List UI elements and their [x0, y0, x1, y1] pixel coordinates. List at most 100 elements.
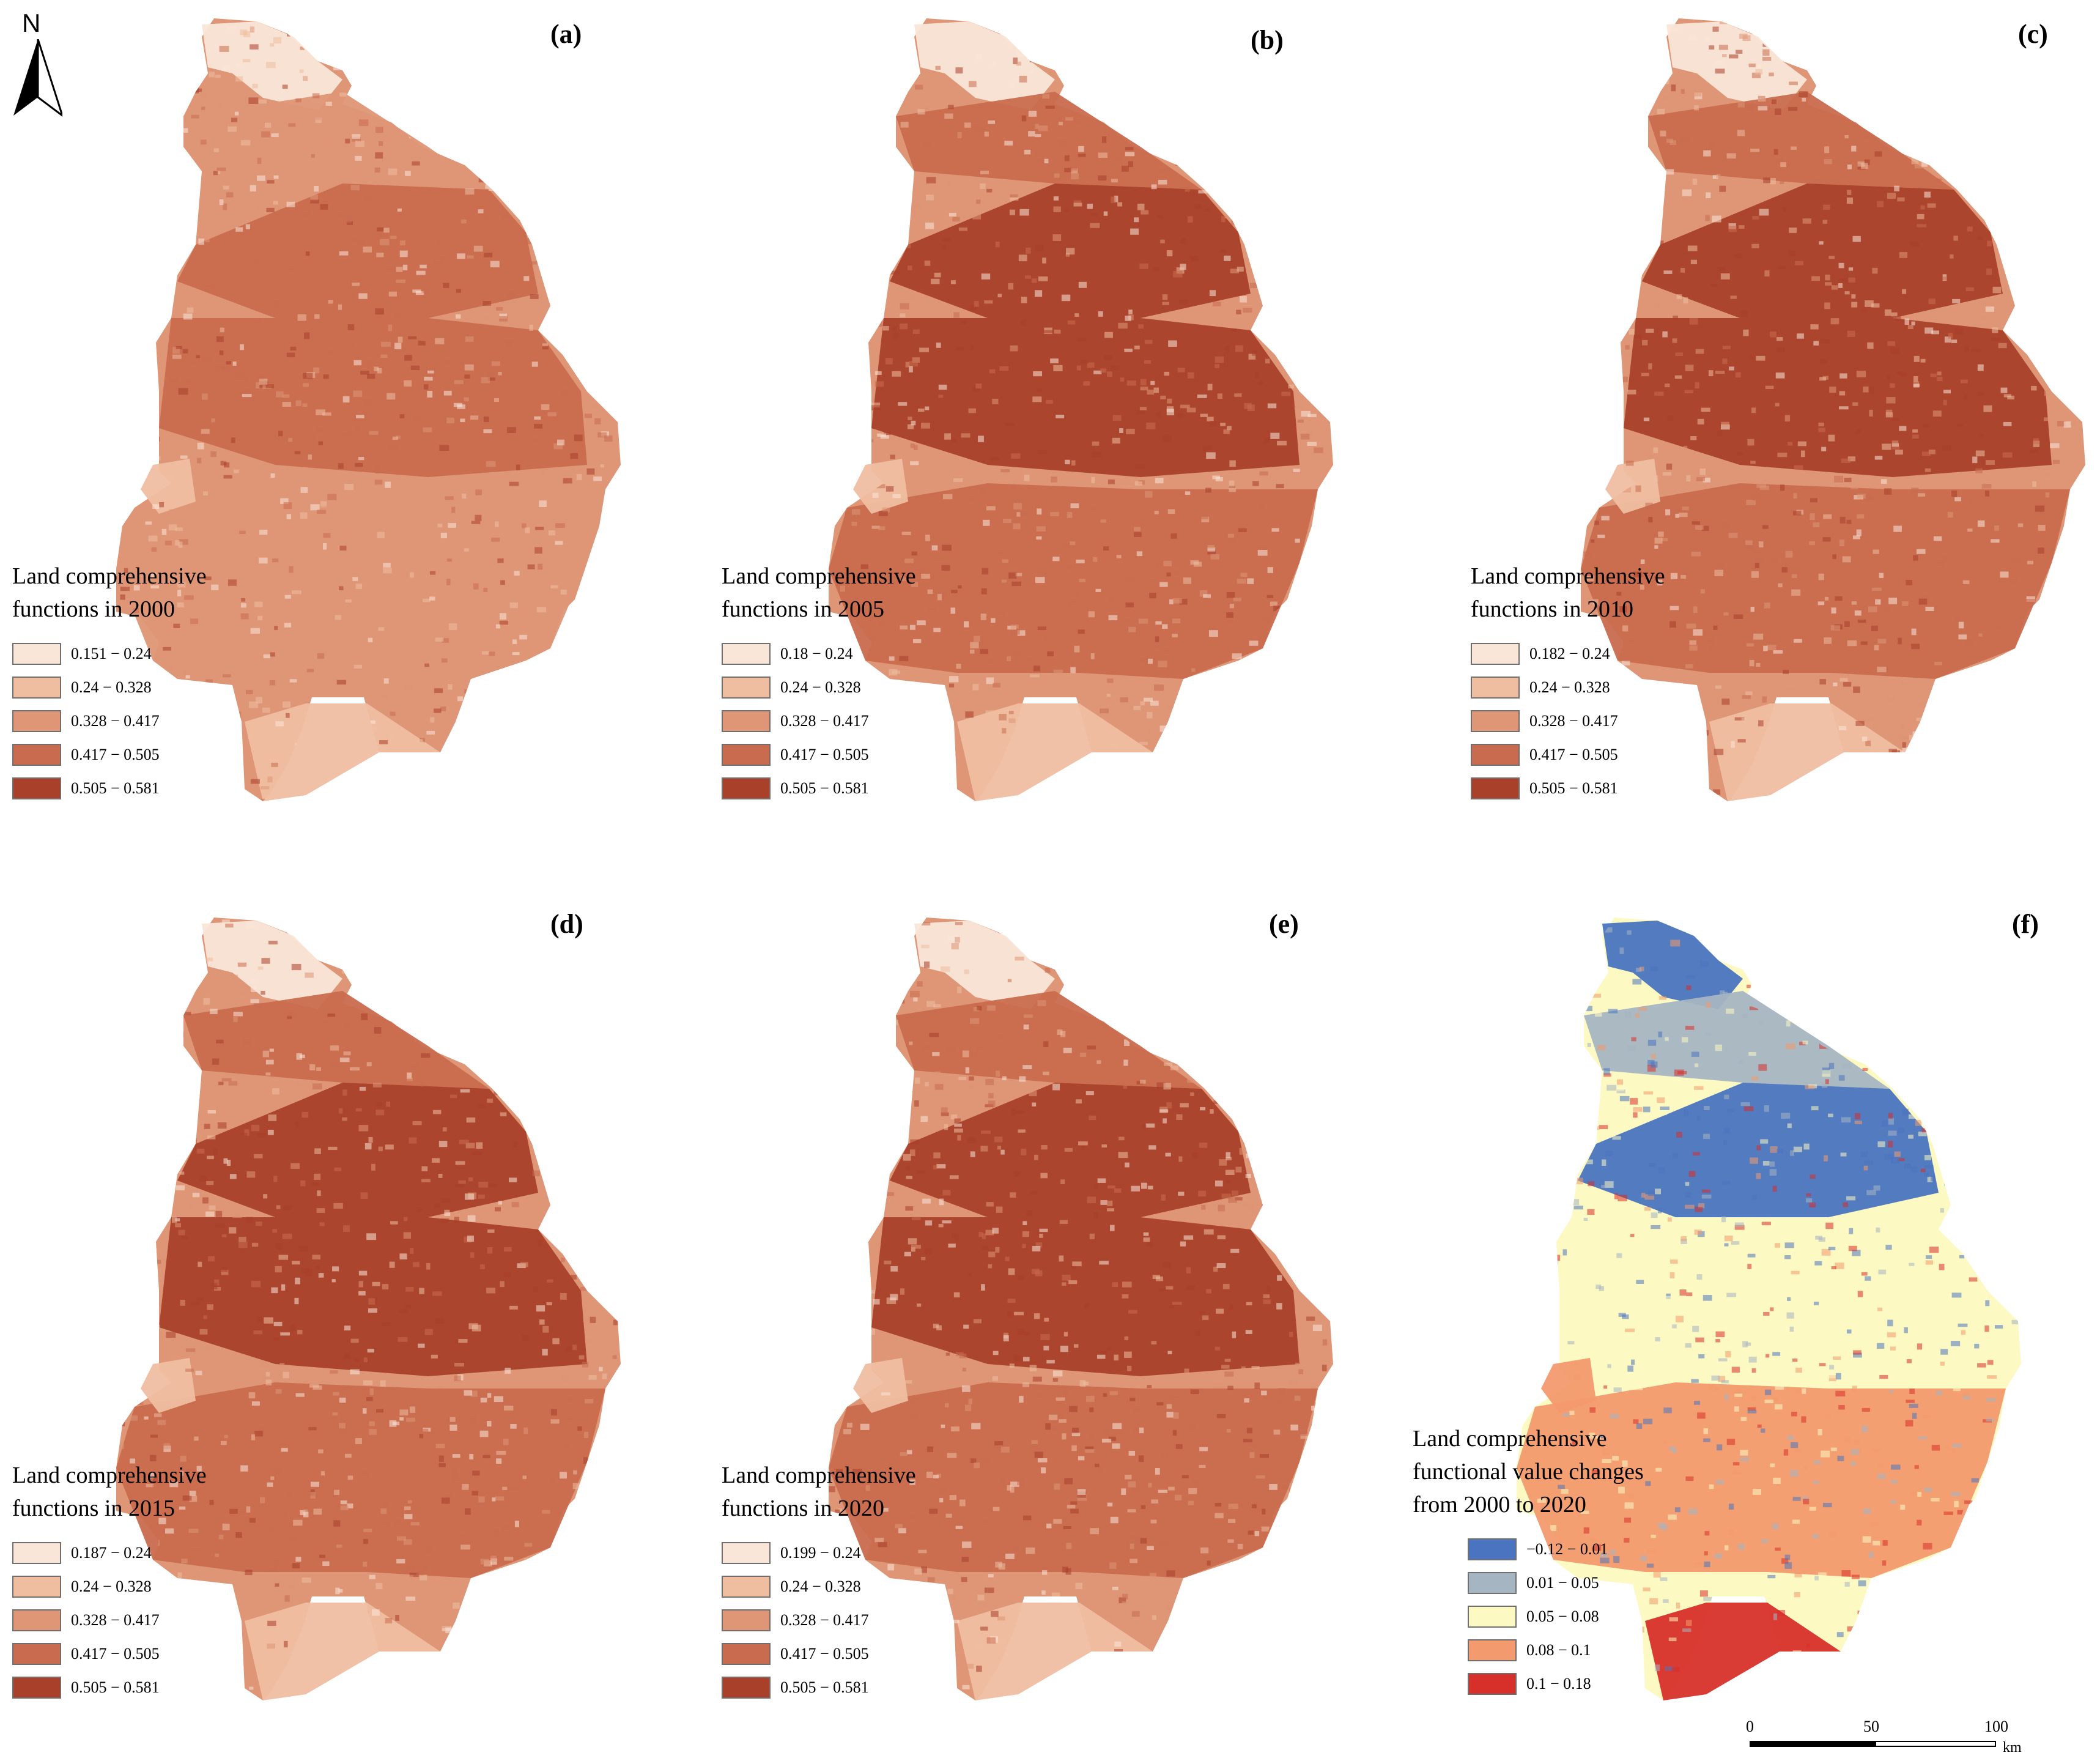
legend-swatch	[12, 1541, 61, 1564]
legend-swatch	[1471, 710, 1520, 732]
legend-range: 0.24 − 0.328	[780, 678, 861, 696]
legend-range: 0.505 − 0.581	[780, 779, 869, 797]
legend-range: 0.24 − 0.328	[71, 1577, 152, 1595]
legend-swatch	[1471, 676, 1520, 699]
map-zone	[1541, 1358, 1596, 1413]
map-region	[116, 918, 621, 1700]
map-zone	[1559, 1217, 1987, 1376]
legend-item: 0.199 − 0.24	[722, 1536, 978, 1570]
map-panel-b: (b) Land comprehensive functions in 2005…	[712, 0, 1391, 856]
legend-swatch	[722, 1541, 771, 1564]
legend-swatch	[12, 642, 61, 665]
legend-d: Land comprehensive functions in 2015 0.1…	[12, 1459, 269, 1704]
legend-swatch	[12, 777, 61, 799]
panel-label-f: (f)	[2012, 909, 2039, 939]
legend-swatch	[722, 710, 771, 732]
legend-swatch	[12, 743, 61, 766]
map-zone	[1517, 1382, 2006, 1578]
legend-range: 0.417 − 0.505	[1529, 745, 1618, 763]
legend-swatch	[722, 642, 771, 665]
legend-range: 0.505 − 0.581	[780, 1678, 869, 1696]
legend-range: 0.187 − 0.24	[71, 1543, 152, 1562]
legend-title-line: Land comprehensive	[1471, 563, 1665, 589]
map-zone	[116, 483, 605, 679]
map-zone	[141, 459, 196, 514]
panel-label-d: (d)	[550, 909, 583, 939]
legend-swatch	[12, 1575, 61, 1598]
north-arrow: N	[13, 9, 62, 119]
map-zone	[871, 1217, 1300, 1376]
legend-item: 0.182 − 0.24	[1471, 637, 1728, 670]
map-zone	[202, 921, 342, 1009]
map-zone	[957, 703, 1153, 801]
legend-title-line: functions in 2000	[12, 596, 175, 622]
map-zone	[829, 483, 1318, 679]
legend-item: 0.24 − 0.328	[12, 1570, 269, 1603]
map-zone	[159, 1217, 587, 1376]
legend-title-line: Land comprehensive	[722, 1463, 916, 1488]
legend-swatch	[722, 676, 771, 699]
legend-title-c: Land comprehensive functions in 2010	[1471, 560, 1728, 626]
map-region	[829, 18, 1333, 801]
legend-range: 0.328 − 0.417	[71, 1611, 160, 1629]
legend-item: 0.505 − 0.581	[1471, 771, 1728, 805]
map-panel-f: (f) Land comprehensive functional value …	[1400, 899, 2079, 1755]
legend-range: 0.505 − 0.581	[1529, 779, 1618, 797]
legend-range: 0.417 − 0.505	[780, 1644, 869, 1663]
panel-label-a: (a)	[550, 19, 582, 49]
legend-range: 0.328 − 0.417	[71, 711, 160, 730]
map-panel-e: (e) Land comprehensive functions in 2020…	[712, 899, 1391, 1755]
legend-swatch	[722, 743, 771, 766]
legend-swatch	[722, 1676, 771, 1699]
legend-title-line: functions in 2005	[722, 596, 884, 622]
legend-range: 0.08 − 0.1	[1526, 1641, 1591, 1659]
panel-label-b: (b)	[1251, 25, 1284, 55]
map-zone	[177, 1083, 538, 1217]
legend-title-line: functions in 2020	[722, 1496, 884, 1521]
map-zone	[914, 21, 1055, 110]
map-zone	[159, 318, 587, 477]
legend-item: 0.1 − 0.18	[1468, 1667, 1694, 1700]
map-zone	[1645, 1603, 1841, 1700]
legend-item: 0.05 − 0.08	[1468, 1600, 1694, 1633]
panel-label-e: (e)	[1269, 909, 1299, 939]
legend-title-line: functions in 2010	[1471, 596, 1633, 622]
legend-range: 0.328 − 0.417	[1529, 711, 1618, 730]
legend-range: 0.24 − 0.328	[780, 1577, 861, 1595]
map-zone	[896, 92, 1202, 190]
map-zone	[1709, 703, 1905, 801]
legend-item: 0.417 − 0.505	[12, 1637, 269, 1670]
legend-range: 0.505 − 0.581	[71, 779, 160, 797]
map-raster-f	[1517, 918, 2021, 1700]
legend-swatch	[1471, 777, 1520, 799]
legend-range: 0.182 − 0.24	[1529, 644, 1610, 662]
map-zone	[829, 1382, 1318, 1578]
legend-range: 0.199 − 0.24	[780, 1543, 861, 1562]
map-panel-a: (a) Land comprehensive functions in 2000…	[0, 0, 679, 856]
legend-swatch	[722, 777, 771, 799]
legend-item: 0.24 − 0.328	[722, 1570, 978, 1603]
map-raster-c	[1581, 18, 2085, 801]
scale-unit: km	[2003, 1740, 2022, 1755]
legend-item: 0.505 − 0.581	[12, 771, 269, 805]
map-panel-d: (d) Land comprehensive functions in 2015…	[0, 899, 679, 1755]
legend-b: Land comprehensive functions in 2005 0.1…	[722, 560, 978, 805]
map-region	[1581, 18, 2085, 801]
legend-item: 0.01 − 0.05	[1468, 1566, 1694, 1600]
legend-item: 0.18 − 0.24	[722, 637, 978, 670]
north-arrow-icon	[13, 39, 62, 117]
legend-title-line: Land comprehensive	[1413, 1426, 1607, 1451]
map-zone	[1648, 92, 1954, 190]
legend-title-line: functional value changes	[1413, 1459, 1644, 1485]
legend-range: 0.01 − 0.05	[1526, 1573, 1599, 1592]
legend-swatch	[1468, 1639, 1517, 1661]
legend-title-line: Land comprehensive	[722, 563, 916, 589]
legend-item: 0.328 − 0.417	[12, 704, 269, 738]
legend-item: 0.417 − 0.505	[12, 738, 269, 771]
legend-range: 0.417 − 0.505	[71, 1644, 160, 1663]
legend-title-line: from 2000 to 2020	[1413, 1492, 1586, 1518]
legend-range: 0.328 − 0.417	[780, 711, 869, 730]
scale-bar-white-segment	[1875, 1741, 1996, 1747]
legend-item: 0.328 − 0.417	[12, 1603, 269, 1637]
legend-swatch	[722, 1642, 771, 1665]
